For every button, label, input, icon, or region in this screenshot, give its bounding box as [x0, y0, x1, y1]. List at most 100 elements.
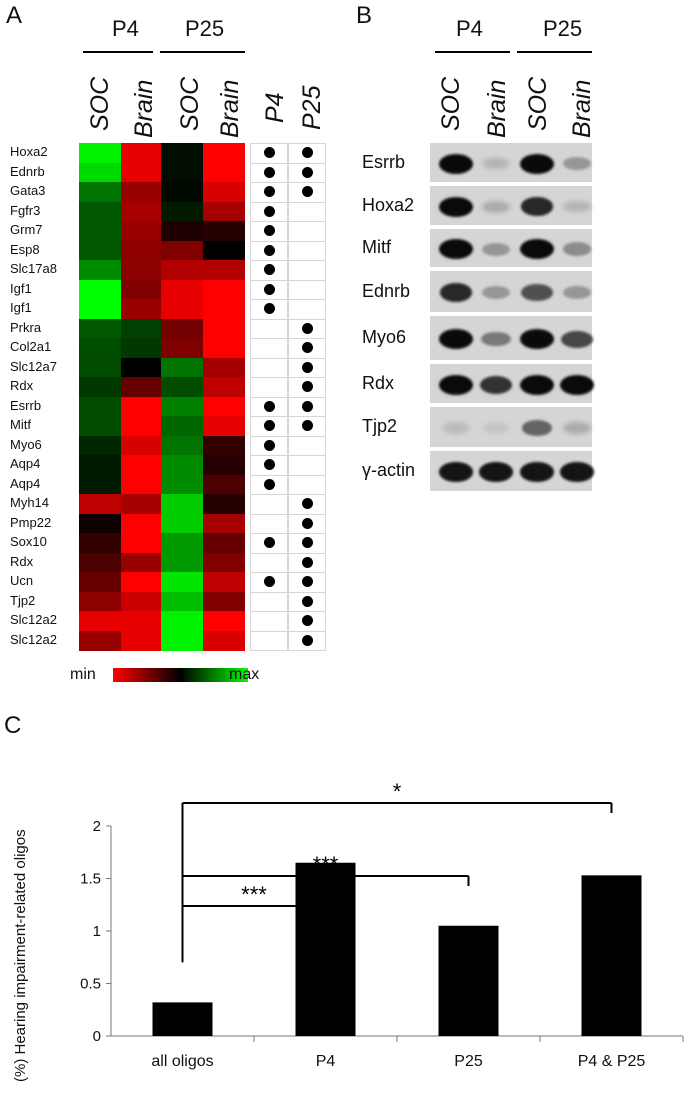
heatmap-cell — [161, 162, 203, 183]
heatmap-cell — [79, 182, 121, 203]
gene-label: Grm7 — [10, 222, 43, 237]
heatmap-cell — [203, 318, 245, 339]
gene-label: Igf1 — [10, 280, 32, 296]
marker-cell-p25 — [288, 396, 326, 417]
gel-row-label: Myo6 — [362, 327, 407, 347]
heatmap-cell — [121, 143, 161, 164]
marker-dot — [302, 595, 313, 607]
heatmap-cell — [203, 299, 245, 320]
heatmap-cell — [161, 533, 203, 554]
gene-label: Hoxa2 — [10, 144, 48, 159]
heatmap-cell — [79, 630, 121, 651]
gene-label: Myo6 — [10, 436, 42, 452]
marker-dot — [264, 147, 275, 158]
heatmap-cell — [161, 357, 203, 378]
heatmap-cell — [79, 416, 121, 437]
heatmap-cell — [203, 611, 245, 632]
gel-band — [561, 330, 593, 348]
marker-dot — [264, 400, 275, 412]
bar — [581, 875, 642, 1036]
gel-band — [521, 420, 553, 436]
heatmap-cell — [161, 221, 203, 242]
gel-band — [520, 374, 554, 395]
significance-label: * — [393, 779, 402, 804]
gel-band — [439, 329, 473, 349]
heatmap-cell — [203, 240, 245, 261]
gel-band — [439, 153, 473, 174]
gel-row-label: Rdx — [362, 372, 395, 393]
marker-cell-p4 — [250, 279, 288, 300]
heatmap-cell — [203, 396, 245, 417]
marker-dot — [302, 615, 313, 626]
heatmap-cell — [121, 299, 161, 320]
marker-cell-p25 — [288, 162, 326, 183]
gene-label: Igf1 — [10, 300, 32, 315]
heatmap-cell — [121, 162, 161, 183]
gel-band — [520, 153, 554, 174]
marker-cell-p4 — [250, 474, 288, 495]
gel-band — [439, 239, 473, 259]
gel-row-label: Hoxa2 — [362, 194, 415, 215]
marker-dot — [264, 576, 275, 587]
heatmap-cell — [121, 611, 161, 632]
heatmap-cell — [161, 552, 203, 573]
heatmap-cell — [121, 591, 161, 612]
gel-row-label: γ-actin — [362, 460, 416, 480]
heatmap-cell — [121, 357, 161, 378]
y-tick-label: 1.5 — [80, 871, 101, 888]
heatmap-group-label-p4: P4 — [112, 16, 139, 41]
heatmap-cell — [203, 455, 245, 476]
gel-band — [562, 157, 592, 170]
gene-label: Ucn — [10, 573, 34, 588]
gene-label: Aqp4 — [10, 456, 41, 471]
marker-dot — [302, 342, 313, 353]
significance-label: *** — [241, 882, 267, 907]
marker-cell-p25 — [288, 377, 326, 398]
heatmap-col-label-soc-p25: SOC — [176, 76, 204, 131]
heatmap-cell — [121, 435, 161, 456]
marker-cell-p4 — [250, 533, 288, 554]
heatmap-cell — [161, 416, 203, 437]
gene-label: Pmp22 — [10, 514, 52, 530]
heatmap-cell — [79, 591, 121, 612]
heatmap-cell — [161, 494, 203, 515]
heatmap-cell — [161, 474, 203, 495]
marker-cell-p25 — [288, 338, 326, 359]
marker-dot — [264, 264, 275, 275]
marker-cell-p25 — [288, 591, 326, 612]
heatmap-cell — [121, 630, 161, 651]
heatmap-col-label-brain-p4: Brain — [130, 79, 158, 138]
y-tick-label: 0.5 — [80, 976, 101, 993]
gel-band — [562, 286, 592, 299]
heatmap-cell — [203, 533, 245, 554]
marker-dot — [302, 147, 313, 158]
marker-cell-p25 — [288, 182, 326, 203]
gel-group-bracket-p4 — [435, 51, 510, 53]
gel-band — [563, 422, 591, 434]
gel-band — [439, 374, 473, 395]
x-tick-label: all oligos — [151, 1053, 213, 1070]
marker-cell-p25 — [288, 221, 326, 242]
gene-label: Ednrb — [10, 163, 45, 179]
gel-band — [520, 329, 554, 349]
marker-cell-p25 — [288, 299, 326, 320]
marker-dot — [264, 186, 275, 197]
heatmap-cell — [79, 318, 121, 339]
marker-cell-p4 — [250, 260, 288, 281]
marker-cell-p4 — [250, 201, 288, 222]
heatmap-cell — [161, 182, 203, 203]
gel-col-label-soc-p25: SOC — [524, 76, 552, 131]
marker-dot — [264, 478, 275, 490]
marker-dot — [302, 361, 313, 373]
marker-cell-p4 — [250, 630, 288, 651]
gel-band — [482, 200, 510, 213]
heatmap-cell — [79, 162, 121, 183]
gene-label: Aqp4 — [10, 475, 41, 491]
marker-dot — [264, 225, 275, 236]
heatmap-cell — [161, 143, 203, 164]
gene-label: Rdx — [10, 378, 34, 393]
legend-max-label: max — [229, 666, 260, 683]
gene-label: Esp8 — [10, 241, 40, 257]
heatmap-cell — [79, 396, 121, 417]
gel-band — [482, 422, 510, 434]
